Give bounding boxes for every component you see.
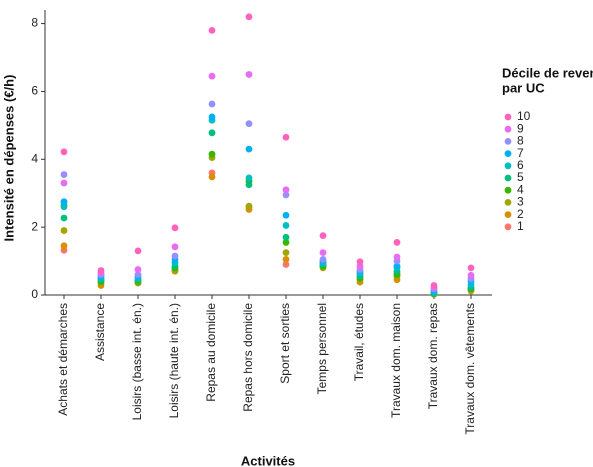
dot	[282, 233, 290, 241]
legend-marker	[504, 125, 512, 133]
dot	[171, 243, 179, 251]
dot	[60, 171, 68, 178]
x-tick-label: Achats et démarches	[56, 303, 70, 416]
x-tick-label: Repas hors domicile	[241, 303, 255, 412]
legend-label: 9	[517, 121, 524, 135]
legend-label: 7	[517, 146, 524, 160]
x-tick-label: Assistance	[93, 303, 107, 361]
legend-marker	[504, 199, 512, 206]
legend-label: 6	[517, 158, 524, 172]
y-tick-label: 2	[31, 219, 38, 233]
legend-marker	[504, 211, 512, 219]
dot	[245, 120, 253, 128]
x-tick-label: Travaux dom. vêtements	[463, 303, 477, 435]
dot	[282, 261, 290, 268]
x-tick-label: Loisirs (basse int. én.)	[130, 303, 144, 420]
legend-label: 3	[517, 195, 524, 209]
x-axis-title: Activités	[241, 453, 295, 467]
legend-marker	[504, 186, 512, 194]
x-tick-label: Loisirs (haute int. én.)	[167, 303, 181, 418]
legend-label: 2	[517, 207, 524, 221]
y-tick-label: 4	[31, 151, 38, 165]
legend-label: 8	[517, 134, 524, 148]
x-tick-label: Travaux dom. maison	[389, 303, 403, 418]
dot	[282, 211, 290, 219]
dot	[60, 242, 68, 250]
legend-label: 4	[517, 182, 524, 196]
dot	[282, 186, 290, 194]
legend-label: 10	[517, 109, 531, 123]
dot	[134, 271, 142, 279]
dot	[60, 203, 68, 211]
dot	[282, 191, 290, 199]
dot	[393, 262, 401, 270]
x-tick-label: Travail, études	[352, 303, 366, 381]
dot	[208, 72, 216, 80]
dot	[319, 255, 327, 263]
dot	[393, 253, 401, 261]
dot	[282, 249, 290, 256]
dot	[60, 227, 68, 234]
legend-marker	[504, 162, 512, 170]
dot	[208, 173, 216, 181]
dot	[467, 264, 475, 272]
dot	[60, 179, 68, 187]
x-tick-label: Temps personnel	[315, 303, 329, 394]
dot	[282, 255, 290, 263]
dot	[467, 271, 475, 279]
dot	[171, 224, 179, 232]
dot	[134, 247, 142, 255]
dot	[208, 100, 216, 108]
legend-title: par UC	[502, 80, 545, 95]
x-tick-label: Repas au domicile	[204, 303, 218, 402]
dot	[245, 13, 253, 21]
dot	[245, 145, 253, 153]
legend-marker	[504, 138, 512, 145]
dot	[430, 282, 438, 289]
dot	[245, 71, 253, 78]
dot	[208, 150, 216, 158]
dot	[97, 267, 105, 274]
dot	[282, 239, 290, 246]
x-tick-label: Sport et sorties	[278, 303, 292, 384]
dot	[319, 232, 327, 240]
dot	[208, 129, 216, 137]
y-tick-label: 0	[31, 287, 38, 301]
dot	[208, 26, 216, 34]
legend-marker	[504, 223, 512, 231]
legend-label: 1	[517, 219, 524, 233]
legend-label: 5	[517, 170, 524, 184]
dot	[60, 148, 68, 156]
dot	[245, 181, 253, 189]
legend-title: Décile de revenu	[502, 65, 593, 80]
dot	[245, 174, 253, 182]
dot	[356, 258, 364, 266]
y-tick-label: 8	[31, 16, 38, 30]
dot	[134, 266, 142, 273]
dot	[60, 198, 68, 206]
dot	[282, 222, 290, 229]
dot	[282, 133, 290, 141]
x-tick-label: Travaux dom. repas	[426, 303, 440, 409]
legend-marker	[504, 150, 512, 158]
dot	[319, 249, 327, 256]
legend-marker	[504, 113, 512, 121]
dot	[208, 113, 216, 121]
dot	[171, 252, 179, 260]
y-tick-label: 6	[31, 84, 38, 98]
y-axis-title: Intensité en dépenses (€/h)	[1, 75, 16, 242]
dot	[245, 202, 253, 210]
dot	[393, 239, 401, 246]
legend-marker	[504, 174, 512, 182]
dot	[60, 214, 68, 222]
